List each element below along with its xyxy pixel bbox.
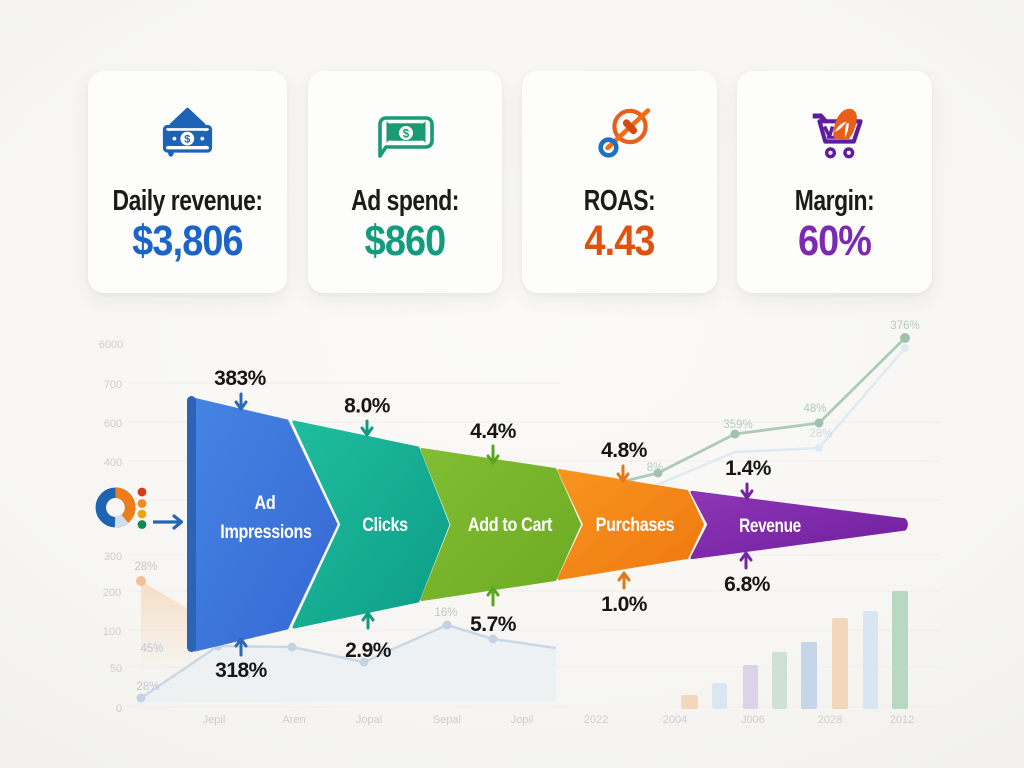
- svg-text:1.0%: 1.0%: [601, 593, 648, 616]
- svg-text:Aren: Aren: [282, 714, 305, 726]
- svg-text:5.7%: 5.7%: [470, 613, 517, 636]
- svg-text:700: 700: [104, 379, 122, 391]
- svg-text:318%: 318%: [215, 659, 268, 682]
- svg-text:Purchases: Purchases: [596, 514, 675, 536]
- svg-text:2012: 2012: [890, 714, 914, 726]
- svg-text:4.8%: 4.8%: [601, 439, 648, 462]
- svg-text:Jopal: Jopal: [356, 714, 382, 726]
- svg-text:359%: 359%: [723, 419, 752, 431]
- svg-text:Ad: Ad: [255, 492, 276, 514]
- svg-text:200: 200: [103, 587, 121, 599]
- svg-text:100: 100: [103, 626, 121, 638]
- svg-text:376%: 376%: [890, 320, 919, 332]
- svg-text:45%: 45%: [140, 643, 163, 655]
- svg-text:Impressions: Impressions: [220, 521, 312, 543]
- svg-text:8%: 8%: [647, 462, 664, 474]
- svg-text:J006: J006: [741, 714, 765, 726]
- svg-text:Revenue: Revenue: [739, 514, 801, 536]
- svg-text:28%: 28%: [136, 681, 159, 693]
- svg-text:2028: 2028: [818, 714, 842, 726]
- svg-text:2022: 2022: [584, 714, 608, 726]
- svg-text:400: 400: [104, 457, 122, 469]
- svg-text:600: 600: [104, 418, 122, 430]
- svg-text:Jopil: Jopil: [511, 714, 534, 726]
- svg-text:8.0%: 8.0%: [344, 395, 391, 418]
- svg-text:1.4%: 1.4%: [725, 457, 772, 480]
- svg-text:28%: 28%: [134, 561, 157, 573]
- svg-text:48%: 48%: [803, 403, 826, 415]
- svg-text:28%: 28%: [809, 428, 832, 440]
- svg-text:Sepal: Sepal: [433, 714, 461, 726]
- svg-text:383%: 383%: [214, 367, 267, 390]
- svg-text:300: 300: [104, 551, 122, 563]
- svg-text:Jepil: Jepil: [203, 714, 226, 726]
- svg-text:Clicks: Clicks: [362, 514, 408, 536]
- svg-text:2004: 2004: [663, 714, 687, 726]
- svg-text:Add to Cart: Add to Cart: [468, 514, 553, 536]
- svg-text:4.4%: 4.4%: [470, 420, 517, 443]
- svg-text:6.8%: 6.8%: [724, 573, 771, 596]
- svg-text:16%: 16%: [434, 607, 457, 619]
- svg-text:6000: 6000: [99, 339, 123, 351]
- svg-text:50: 50: [110, 663, 122, 675]
- svg-text:0: 0: [116, 703, 122, 715]
- svg-text:2.9%: 2.9%: [345, 639, 392, 662]
